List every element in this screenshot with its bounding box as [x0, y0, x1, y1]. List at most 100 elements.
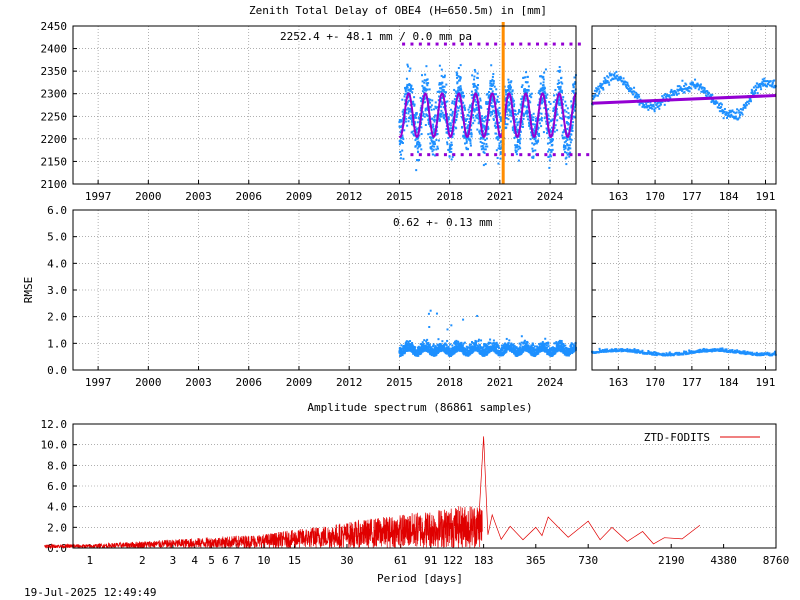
ztd-point [468, 111, 471, 114]
ztd-point [507, 88, 510, 91]
ztd-point [468, 106, 471, 109]
rmse-recent-point [755, 351, 758, 354]
ztd-point [432, 140, 435, 143]
ztd-outlier-point [569, 42, 573, 46]
ztd-point [510, 80, 513, 83]
ztd-recent-point [697, 88, 700, 91]
ztd-point [514, 112, 517, 115]
ztd-point [407, 94, 410, 97]
ztd-recent-point [605, 81, 608, 84]
ztd-point [439, 105, 442, 108]
ztd-point [447, 118, 450, 121]
ztd-recent-point [743, 105, 746, 108]
ztd-point [424, 124, 427, 127]
ztd-point [507, 101, 510, 104]
ztd-point [419, 107, 422, 110]
ztd-point [426, 84, 429, 87]
rmse-point [560, 342, 563, 345]
rmse-point [517, 347, 520, 350]
ztd-point [432, 131, 435, 134]
ztd-recent-point [732, 115, 735, 118]
ztd-recent-point [744, 106, 747, 109]
ztd-point [424, 107, 427, 110]
ztd-point [540, 75, 543, 78]
ztd-point [491, 75, 494, 78]
ztd-recent-panel-frame [591, 25, 777, 185]
ztd-point [487, 127, 490, 130]
ztd-point [427, 133, 430, 136]
ztd-point [537, 126, 540, 129]
rmse-y-tick-label: 6.0 [47, 204, 67, 217]
rmse-recent-point [744, 351, 747, 354]
rmse-point [447, 345, 450, 348]
ztd-point [546, 132, 549, 135]
ztd-outlier-point [485, 153, 489, 157]
ztd-recent-point [624, 80, 627, 83]
ztd-point [433, 141, 436, 144]
ztd-recent-point [765, 85, 768, 88]
ztd-point [500, 119, 503, 122]
rmse-point [515, 347, 518, 350]
ztd-recent-point [719, 102, 722, 105]
ztd-point [526, 115, 529, 118]
ztd-point [489, 84, 492, 87]
ztd-point [412, 134, 415, 137]
ztd-outlier-point [435, 42, 439, 46]
ztd-recent-point [690, 87, 693, 90]
rmse-point [518, 349, 521, 352]
ztd-point [498, 121, 501, 124]
ztd-point [429, 101, 432, 104]
ztd-point [496, 135, 499, 138]
ztd-recent-point [596, 94, 599, 97]
ztd-point [566, 121, 569, 124]
ztd-point [559, 69, 562, 72]
ztd-point [429, 132, 432, 135]
rmse-recent-point [729, 350, 732, 353]
ztd-outlier-point [561, 153, 565, 157]
ztd-point [537, 140, 540, 143]
ztd-point [525, 71, 528, 74]
ztd-point [508, 84, 511, 87]
ztd-point [574, 105, 577, 108]
ztd-outlier-point [410, 153, 414, 157]
rmse-point [448, 348, 451, 351]
ztd-point [550, 126, 553, 129]
ztd-recent-point [759, 86, 762, 89]
ztd-point [518, 139, 521, 142]
ztd-recent-point [733, 117, 736, 120]
ztd-point [476, 113, 479, 116]
ztd-recent-point [704, 91, 707, 94]
ztd-point [475, 101, 478, 104]
spectrum-x-tick-label: 4 [191, 554, 198, 567]
ztd-recent-point [749, 98, 752, 101]
ztd-point [425, 89, 428, 92]
ztd-point [490, 96, 493, 99]
ztd-recent-point [688, 86, 691, 89]
ztd-x-tick-label: 2003 [185, 190, 212, 203]
rmse-point [477, 338, 480, 341]
ztd-point [532, 119, 535, 122]
ztd-point [541, 86, 544, 89]
rmse-recent-point [633, 348, 636, 351]
ztd-point [398, 119, 401, 122]
ztd-recent-point [597, 88, 600, 91]
ztd-point [539, 82, 542, 85]
ztd-point [560, 81, 563, 84]
ztd-recent-point [691, 82, 694, 85]
ztd-point [453, 98, 456, 101]
ztd-recent-point [600, 84, 603, 87]
ztd-point [490, 105, 493, 108]
rmse-point [474, 345, 477, 348]
rmse-point [463, 341, 466, 344]
ztd-point [497, 147, 500, 150]
ztd-recent-point [647, 108, 650, 111]
ztd-point [522, 76, 525, 79]
ztd-point [516, 146, 519, 149]
ztd-recent-point [763, 80, 766, 83]
ztd-point [480, 148, 483, 151]
ztd-point [455, 114, 458, 117]
rmse-point [574, 345, 577, 348]
rmse-point [451, 344, 454, 347]
ztd-point [463, 107, 466, 110]
rmse-point [544, 346, 547, 349]
